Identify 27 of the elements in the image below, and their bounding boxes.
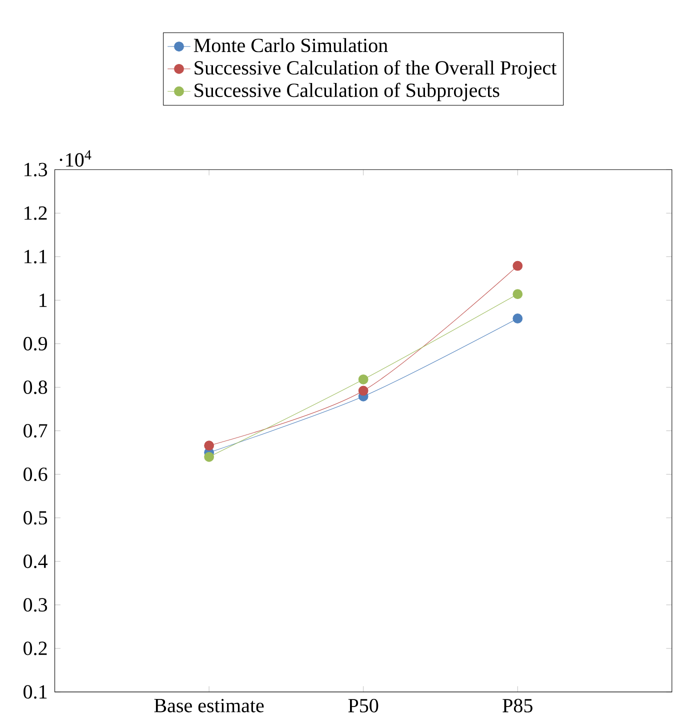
y-tick-label: 0.6 bbox=[23, 468, 48, 482]
y-tick-label: 1.3 bbox=[24, 162, 47, 176]
y-tick-label: 0.3 bbox=[23, 598, 47, 612]
legend-label: Successive Calculation of Subprojects bbox=[194, 82, 500, 102]
y-tick-label: 1.1 bbox=[24, 250, 46, 264]
y-tick-label: 1.2 bbox=[24, 206, 47, 220]
y-tick-label: 0.2 bbox=[23, 642, 47, 656]
point bbox=[204, 440, 214, 451]
y-tick-label: 0.8 bbox=[23, 380, 47, 394]
x-tick-label: P50 bbox=[348, 698, 378, 712]
point bbox=[358, 386, 368, 396]
y-tick-label: 0.1 bbox=[23, 685, 46, 699]
y-tick-label: 1 bbox=[39, 294, 46, 307]
y-tick-label: 0.7 bbox=[23, 424, 48, 438]
point bbox=[512, 314, 522, 324]
point bbox=[358, 374, 368, 384]
point bbox=[512, 289, 522, 300]
x-tick-label: P85 bbox=[502, 698, 532, 712]
text: ·10$^{4}$ bbox=[60, 150, 92, 167]
legend-label: Monte Carlo Simulation bbox=[194, 38, 388, 52]
y-tick-label: 0.4 bbox=[23, 554, 48, 568]
y-tick-label: 0.5 bbox=[23, 511, 47, 525]
point bbox=[512, 260, 522, 271]
point bbox=[204, 452, 214, 462]
x-tick-label: Base estimate bbox=[154, 698, 264, 712]
y-tick-label: 0.9 bbox=[23, 336, 47, 351]
legend-label: Successive Calculation of the Overall Project bbox=[194, 60, 556, 79]
